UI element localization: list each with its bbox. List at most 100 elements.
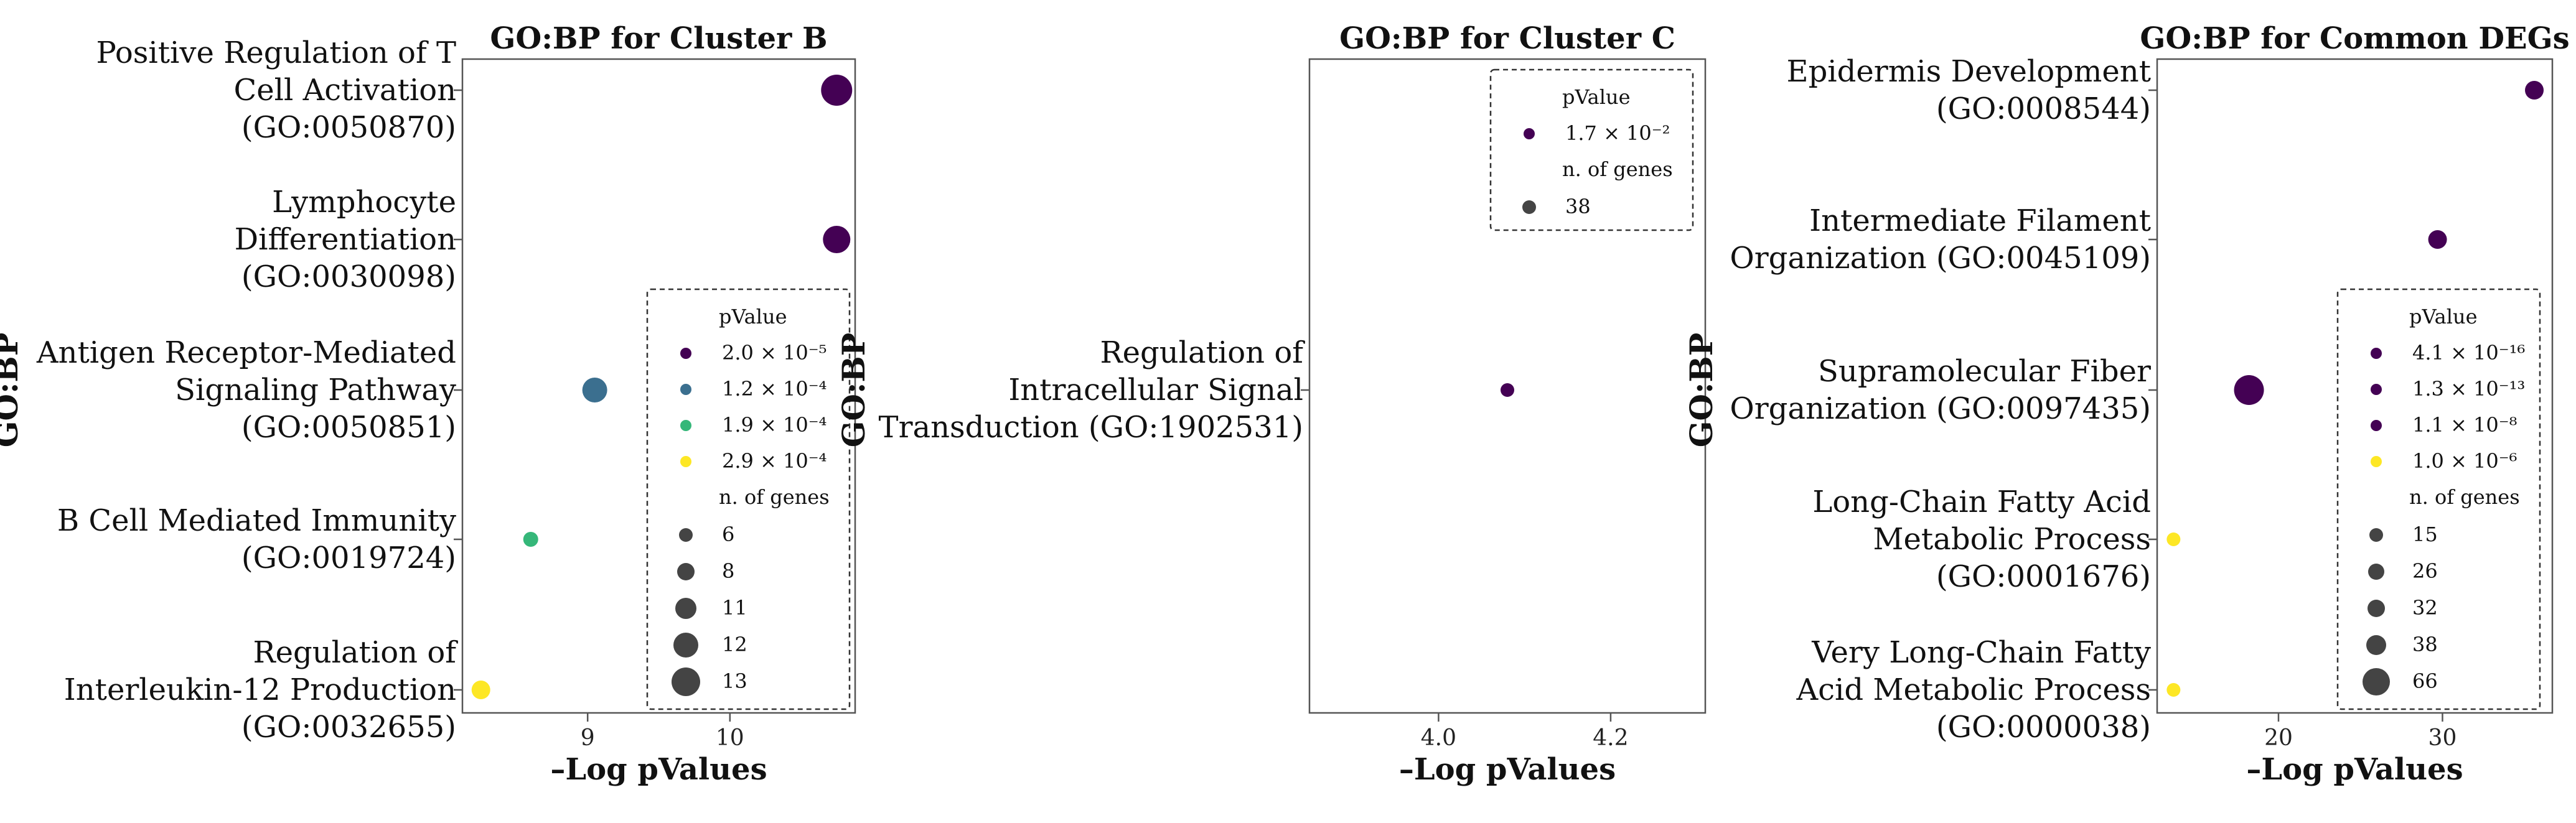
legend-pvalue-title: pValue bbox=[2409, 305, 2478, 328]
data-point bbox=[2166, 532, 2181, 546]
legend-color-marker bbox=[680, 420, 691, 431]
legend-pvalue-label: 1.1 × 10⁻⁸ bbox=[2412, 413, 2517, 437]
legend-size-label: 38 bbox=[2412, 633, 2438, 656]
legend-pvalue-label: 4.1 × 10⁻¹⁶ bbox=[2412, 341, 2525, 365]
legend-size-label: 38 bbox=[1565, 195, 1591, 218]
legend-pvalue-label: 2.9 × 10⁻⁴ bbox=[722, 449, 827, 473]
legend-color-marker bbox=[680, 456, 691, 467]
legend-size-marker bbox=[677, 563, 695, 580]
legend-size-marker bbox=[673, 633, 698, 658]
data-point bbox=[582, 378, 607, 402]
data-point bbox=[2525, 81, 2544, 100]
category-label-line: Regulation of bbox=[253, 635, 458, 670]
legend-pvalue-label: 1.2 × 10⁻⁴ bbox=[722, 377, 827, 401]
legend-size-label: 26 bbox=[2412, 559, 2438, 583]
legend-size-label: 12 bbox=[722, 633, 747, 656]
chart-title: GO:BP for Common DEGs bbox=[2140, 21, 2569, 56]
category-label-line: Regulation of bbox=[1100, 335, 1305, 370]
category-label: Lymphocyte Differentiation (GO:0030098) bbox=[235, 185, 456, 294]
category-label-line: Supramolecular Fiber bbox=[1818, 354, 2151, 389]
category-label-line: Lymphocyte bbox=[272, 185, 456, 220]
data-point bbox=[823, 226, 851, 253]
category-label-line: Organization (GO:0097435) bbox=[1730, 391, 2151, 426]
category-label: Very Long-Chain Fatty Acid Metabolic Proc… bbox=[1796, 635, 2151, 745]
y-axis-label: GO:BP bbox=[835, 333, 872, 448]
legend-pvalue-label: 1.3 × 10⁻¹³ bbox=[2412, 377, 2525, 401]
category-label: Long-Chain Fatty Acid Metabolic Process (G… bbox=[1812, 485, 2151, 594]
legend-pvalue-label: 2.0 × 10⁻⁵ bbox=[722, 341, 827, 365]
category-label-line: Positive Regulation of T bbox=[96, 35, 456, 70]
category-label-line: Long-Chain Fatty Acid bbox=[1812, 485, 2151, 519]
legend-frame bbox=[2336, 288, 2541, 710]
legend-frame bbox=[1489, 68, 1694, 231]
plot-frame bbox=[461, 58, 856, 714]
data-point bbox=[2234, 375, 2264, 405]
legend-color-marker bbox=[1524, 128, 1535, 139]
legend: pValue 4.1 × 10⁻¹⁶ 1.3 × 10⁻¹³ 1.1 × 10⁻⁸ 1.… bbox=[2336, 288, 2541, 710]
legend-size-marker bbox=[2366, 635, 2386, 655]
data-point bbox=[2166, 683, 2181, 697]
category-label: Supramolecular Fiber Organization (GO:009… bbox=[1730, 354, 2151, 426]
legend-pvalue-label: 1.9 × 10⁻⁴ bbox=[722, 413, 827, 437]
panel-1: GO:BP for Cluster B 9 10–Log pValues GO:BP P… bbox=[0, 21, 856, 787]
legend-pvalue-label: 1.0 × 10⁻⁶ bbox=[2412, 449, 2517, 473]
legend-size-label: 6 bbox=[722, 523, 734, 546]
panel-2: GO:BP for Cluster C 4.0 4.2–Log pValues GO:… bbox=[835, 21, 1707, 787]
category-label-line: Interleukin-12 Production bbox=[64, 672, 456, 707]
legend-color-marker bbox=[2371, 384, 2382, 395]
legend-size-label: 8 bbox=[722, 559, 734, 583]
category-label-line: (GO:0001676) bbox=[1936, 559, 2151, 594]
legend-size-title: n. of genes bbox=[1562, 157, 1673, 181]
legend-size-marker bbox=[672, 667, 700, 696]
category-label: B Cell Mediated Immunity (GO:0019724) bbox=[57, 503, 456, 575]
data-point bbox=[2428, 230, 2447, 249]
category-label-line: Epidermis Development bbox=[1787, 54, 2151, 89]
legend-size-marker bbox=[675, 598, 696, 619]
category-label-line: Transduction (GO:1902531) bbox=[879, 410, 1303, 445]
category-label-line: Cell Activation bbox=[234, 73, 456, 108]
category-label-line: Very Long-Chain Fatty bbox=[1811, 635, 2151, 670]
legend-size-label: 13 bbox=[722, 669, 747, 693]
chart-title: GO:BP for Cluster C bbox=[1339, 21, 1675, 56]
category-label-line: (GO:0050870) bbox=[241, 110, 456, 145]
category-label-line: Metabolic Process bbox=[1873, 522, 2151, 557]
legend-size-title: n. of genes bbox=[2409, 485, 2520, 509]
legend-color-marker bbox=[680, 384, 691, 395]
data-point bbox=[471, 681, 490, 699]
x-axis-label: –Log pValues bbox=[550, 752, 767, 787]
legend-size-marker bbox=[2368, 564, 2384, 580]
legend-size-marker bbox=[2369, 528, 2383, 542]
legend-size-label: 32 bbox=[2412, 596, 2438, 620]
category-label-line: B Cell Mediated Immunity bbox=[57, 503, 456, 538]
legend-size-label: 11 bbox=[722, 596, 747, 620]
legend-color-marker bbox=[2371, 348, 2382, 359]
category-label-line: (GO:0019724) bbox=[241, 541, 456, 575]
y-axis-label: GO:BP bbox=[0, 333, 25, 448]
category-label: Regulation of Interleukin-12 Production (G… bbox=[64, 635, 458, 745]
category-label-line: Signaling Pathway bbox=[175, 373, 456, 407]
x-tick-label: 30 bbox=[2428, 725, 2457, 751]
panel-3: GO:BP for Common DEGs 20 30–Log pValues GO:… bbox=[1683, 21, 2570, 787]
x-axis-label: –Log pValues bbox=[1399, 752, 1616, 787]
category-label-line: Organization (GO:0045109) bbox=[1730, 241, 2151, 276]
legend-size-marker bbox=[1522, 200, 1536, 214]
category-label: Intermediate Filament Organization (GO:00… bbox=[1730, 203, 2151, 276]
category-label: Antigen Receptor-Mediated Signaling Pathw… bbox=[36, 335, 456, 445]
category-label-line: Antigen Receptor-Mediated bbox=[36, 335, 456, 370]
category-label: Regulation of Intracellular Signal Transdu… bbox=[879, 335, 1306, 445]
category-label-line: Acid Metabolic Process bbox=[1796, 672, 2151, 707]
category-label-line: Differentiation bbox=[235, 222, 456, 257]
legend-pvalue-title: pValue bbox=[719, 305, 787, 328]
data-point bbox=[523, 532, 538, 547]
legend-color-marker bbox=[2371, 456, 2382, 467]
category-label-line: (GO:0050851) bbox=[241, 410, 456, 445]
category-label-line: (GO:0000038) bbox=[1936, 710, 2151, 745]
y-axis-label: GO:BP bbox=[1683, 333, 1720, 448]
x-tick-label: 9 bbox=[581, 725, 595, 751]
legend-size-title: n. of genes bbox=[719, 485, 830, 509]
legend-pvalue-title: pValue bbox=[1562, 85, 1631, 109]
category-label: Positive Regulation of T Cell Activation(… bbox=[96, 35, 456, 145]
plot-frame bbox=[1308, 58, 1707, 714]
legend-color-marker bbox=[680, 348, 691, 359]
